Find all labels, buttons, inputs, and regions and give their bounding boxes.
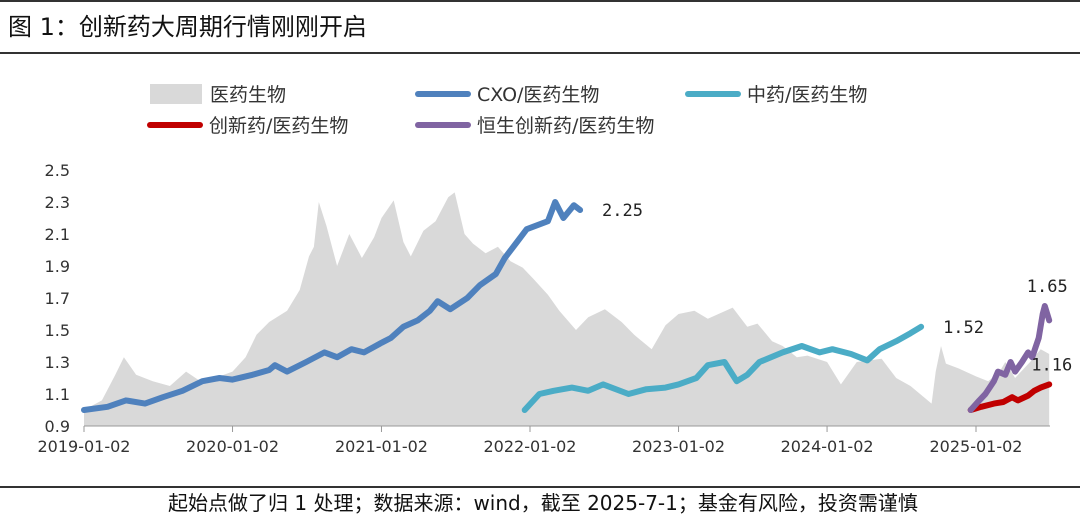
- legend-item-innovative: 创新药/医药生物: [147, 111, 348, 138]
- legend-label-sector: 医药生物: [210, 84, 287, 106]
- y-tick-label: 2.3: [45, 193, 70, 212]
- line-layer: [81, 199, 1053, 413]
- x-tick-label: 2023-01-02: [632, 437, 725, 456]
- y-tick-label: 1.9: [45, 257, 70, 276]
- chart-legend: 医药生物 CXO/医药生物 中药/医药生物 创新药/医药生物 恒生创新药/医药生…: [0, 0, 1080, 150]
- legend-swatch-tcm: [685, 90, 741, 97]
- line-series-1: [81, 199, 584, 413]
- y-tick-label: 1.1: [45, 385, 70, 404]
- legend-label-cxo: CXO/医药生物: [477, 84, 600, 106]
- series-end-label: 2.25: [602, 201, 643, 221]
- legend-swatch-cxo: [415, 90, 471, 97]
- y-tick-label: 1.7: [45, 289, 70, 308]
- x-tick-label: 2020-01-02: [186, 437, 279, 456]
- area-layer: [84, 192, 1050, 426]
- legend-swatch-area: [150, 83, 202, 104]
- legend-item-cxo: CXO/医药生物: [415, 80, 599, 107]
- source-note: 起始点做了归 1 处理；数据来源：wind，截至 2025-7-1；基金有风险，…: [168, 491, 918, 515]
- x-tick-label: 2019-01-02: [38, 437, 131, 456]
- x-tick-label: 2024-01-02: [781, 437, 874, 456]
- figure-title: 图 1：创新药大周期行情刚刚开启: [8, 13, 367, 41]
- x-tick-label: 2022-01-02: [484, 437, 577, 456]
- series-end-label: 1.16: [1031, 355, 1072, 375]
- line-series-2: [521, 323, 925, 413]
- y-tick-label: 0.9: [45, 417, 70, 436]
- series-end-label: 1.52: [943, 318, 984, 338]
- end-label-layer: 2.25 1.52 1.16 1.65: [602, 201, 1072, 375]
- line-series-4: [967, 303, 1053, 413]
- legend-item-hs-innovative: 恒生创新药/医药生物: [415, 111, 654, 138]
- legend-swatch-innovative: [147, 121, 203, 128]
- y-axis: 2.5 2.3 2.1 1.9 1.7 1.5 1.3 1.1 0.9: [45, 161, 70, 436]
- y-tick-label: 1.3: [45, 353, 70, 372]
- y-tick-label: 1.5: [45, 321, 70, 340]
- series-end-label: 1.65: [1027, 277, 1068, 297]
- legend-label-hs-innovative: 恒生创新药/医药生物: [477, 115, 655, 137]
- legend-label-tcm: 中药/医药生物: [747, 84, 868, 106]
- legend-label-innovative: 创新药/医药生物: [209, 115, 349, 137]
- title-bar: 图 1：创新药大周期行情刚刚开启: [0, 0, 1080, 54]
- footer-rule: [0, 486, 1080, 488]
- y-tick-label: 2.1: [45, 225, 70, 244]
- relative-performance-chart: 2019-01-02 2020-01-02 2021-01-02 2022-01-02…: [38, 161, 1073, 456]
- area-series-sector: [84, 192, 1050, 426]
- x-tick-label: 2021-01-02: [335, 437, 428, 456]
- legend-swatch-hs-innovative: [415, 121, 471, 128]
- legend-item-tcm: 中药/医药生物: [685, 80, 867, 107]
- line-series-3: [967, 381, 1053, 413]
- x-tick-label: 2025-01-02: [930, 437, 1023, 456]
- x-axis: 2019-01-02 2020-01-02 2021-01-02 2022-01-02…: [38, 425, 1050, 456]
- legend-item-sector: 医药生物: [150, 80, 286, 107]
- y-tick-label: 2.5: [45, 161, 70, 180]
